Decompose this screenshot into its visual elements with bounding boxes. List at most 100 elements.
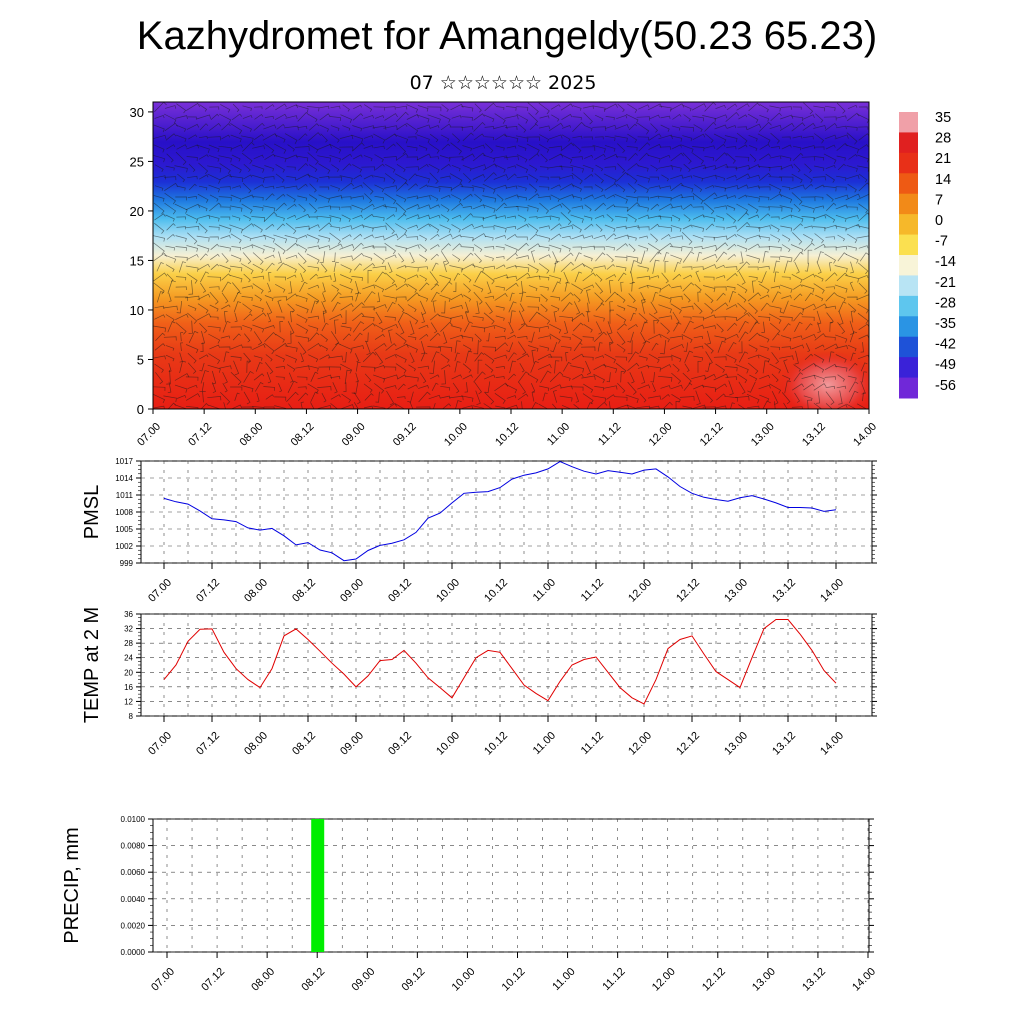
wind-barb bbox=[816, 261, 822, 274]
wind-barb bbox=[451, 194, 462, 203]
wind-barb bbox=[691, 374, 707, 380]
wind-barb bbox=[835, 334, 848, 343]
wind-barb bbox=[298, 235, 308, 239]
wind-barb bbox=[846, 165, 858, 172]
wind-barb bbox=[175, 246, 187, 251]
wind-barb bbox=[406, 114, 420, 120]
wind-barb bbox=[427, 106, 442, 112]
wind-barb bbox=[548, 134, 563, 140]
wind-barb bbox=[207, 396, 222, 401]
wind-barb bbox=[769, 155, 782, 160]
wind-barb bbox=[398, 253, 405, 263]
wind-barb bbox=[187, 232, 198, 245]
wind-barb bbox=[363, 234, 374, 240]
wind-barb bbox=[451, 224, 461, 233]
wind-barb bbox=[781, 136, 791, 140]
wind-barb bbox=[583, 264, 594, 273]
wind-barb bbox=[310, 391, 319, 403]
wind-barb bbox=[539, 385, 550, 392]
wind-barb bbox=[506, 234, 517, 240]
wind-barb bbox=[330, 105, 341, 109]
wind-barb bbox=[297, 183, 308, 191]
wind-barb bbox=[793, 251, 804, 262]
wind-barb bbox=[746, 234, 761, 240]
wind-barb bbox=[527, 102, 539, 115]
wind-barb bbox=[274, 342, 288, 351]
wind-barb bbox=[429, 172, 439, 185]
wind-barb bbox=[640, 292, 646, 304]
wind-barb bbox=[573, 301, 581, 315]
wind-barb bbox=[483, 403, 493, 409]
wind-barb bbox=[565, 352, 569, 362]
wind-barb bbox=[614, 396, 628, 402]
wind-barb bbox=[571, 205, 584, 210]
wind-barb bbox=[773, 271, 779, 283]
wind-barb bbox=[220, 335, 231, 339]
wind-barb bbox=[453, 273, 461, 281]
wind-barb bbox=[539, 166, 549, 170]
wind-barb bbox=[609, 279, 614, 294]
wind-barb bbox=[560, 142, 574, 152]
wind-barb bbox=[640, 321, 648, 333]
wind-barb bbox=[726, 234, 737, 240]
wind-barb bbox=[441, 104, 449, 112]
wind-barb bbox=[713, 235, 728, 240]
wind-barb bbox=[211, 370, 217, 385]
wind-barb bbox=[364, 255, 373, 261]
wind-barb bbox=[384, 254, 397, 260]
wind-barb bbox=[252, 263, 264, 274]
wind-barb bbox=[813, 402, 823, 409]
wind-barb bbox=[683, 342, 688, 352]
wind-barb bbox=[846, 215, 859, 219]
wind-barb bbox=[627, 214, 637, 223]
wind-barb bbox=[825, 385, 836, 389]
wind-barb bbox=[572, 116, 582, 121]
wind-barb bbox=[517, 214, 527, 222]
wind-barb bbox=[384, 316, 396, 321]
wind-barb bbox=[705, 362, 711, 372]
wind-barb bbox=[166, 223, 176, 231]
wind-barb bbox=[509, 292, 515, 302]
wind-barb bbox=[526, 295, 541, 302]
wind-barb bbox=[804, 183, 813, 190]
wind-barb bbox=[196, 114, 212, 120]
wind-barb bbox=[295, 304, 309, 314]
wind-barb bbox=[174, 384, 188, 393]
x-tick-label: 12.00 bbox=[650, 966, 678, 994]
wind-barb bbox=[782, 374, 791, 382]
wind-barb bbox=[594, 202, 606, 212]
wind-barb bbox=[483, 163, 497, 171]
wind-barb bbox=[322, 310, 327, 323]
wind-barb bbox=[242, 105, 252, 112]
wind-barb bbox=[165, 354, 175, 362]
wind-barb bbox=[461, 223, 475, 231]
wind-barb bbox=[474, 352, 485, 362]
wind-barb bbox=[803, 225, 813, 229]
wind-barb bbox=[683, 163, 691, 173]
wind-barb bbox=[374, 383, 385, 394]
wind-barb bbox=[298, 203, 306, 213]
wind-barb bbox=[625, 195, 639, 202]
wind-barb bbox=[768, 206, 783, 212]
wind-barb bbox=[748, 102, 761, 112]
wind-barb bbox=[825, 213, 836, 223]
wind-barb bbox=[376, 292, 381, 303]
wind-barb bbox=[716, 143, 726, 150]
wind-barb bbox=[340, 325, 352, 332]
x-tick-label: 10.00 bbox=[434, 577, 462, 605]
wind-barb bbox=[462, 374, 473, 380]
y-tick-label: 1008 bbox=[115, 508, 133, 517]
wind-barb bbox=[297, 112, 310, 122]
wind-barb bbox=[538, 102, 550, 115]
wind-barb bbox=[626, 173, 638, 184]
wind-barb bbox=[583, 255, 593, 262]
wind-barb bbox=[339, 244, 355, 250]
wind-barb bbox=[736, 283, 748, 294]
wind-barb bbox=[472, 264, 485, 273]
wind-barb bbox=[374, 154, 384, 163]
wind-barb bbox=[339, 284, 353, 294]
wind-barb bbox=[781, 214, 793, 220]
wind-barb bbox=[761, 321, 765, 333]
wind-barb bbox=[573, 404, 581, 409]
wind-barb bbox=[628, 152, 638, 161]
